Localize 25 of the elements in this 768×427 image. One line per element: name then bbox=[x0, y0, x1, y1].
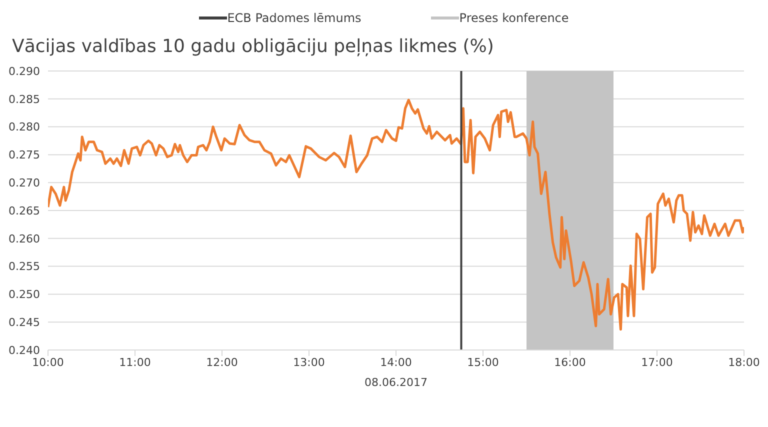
x-tick-label: 14:00 bbox=[380, 356, 412, 369]
x-axis-title: 08.06.2017 bbox=[364, 376, 428, 389]
y-tick-label: 0.280 bbox=[8, 120, 40, 134]
x-tick-label: 18:00 bbox=[728, 356, 760, 369]
x-tick-label: 12:00 bbox=[206, 356, 238, 369]
y-tick-label: 0.245 bbox=[8, 316, 40, 330]
y-tick-label: 0.265 bbox=[8, 204, 40, 218]
x-tick-label: 11:00 bbox=[119, 356, 151, 369]
y-tick-label: 0.290 bbox=[8, 64, 40, 78]
x-tick-label: 10:00 bbox=[32, 356, 64, 369]
x-tick-label: 16:00 bbox=[554, 356, 586, 369]
chart-title: Vācijas valdības 10 gadu obligāciju peļņas likmes (%) bbox=[11, 35, 495, 59]
line-series bbox=[48, 98, 744, 331]
x-tick-label: 15:00 bbox=[467, 356, 499, 369]
y-tick-label: 0.275 bbox=[8, 148, 40, 162]
y-tick-label: 0.270 bbox=[8, 176, 40, 190]
x-tick-label: 13:00 bbox=[293, 356, 325, 369]
x-tick-label: 17:00 bbox=[641, 356, 673, 369]
y-tick-label: 0.240 bbox=[8, 344, 40, 357]
y-tick-label: 0.260 bbox=[8, 232, 40, 246]
y-tick-label: 0.255 bbox=[8, 260, 40, 274]
y-tick-label: 0.250 bbox=[8, 288, 40, 302]
y-tick-label: 0.285 bbox=[8, 92, 40, 106]
legend-label: ECB Padomes lēmums bbox=[227, 11, 362, 25]
legend-label: Preses konference bbox=[459, 11, 569, 25]
